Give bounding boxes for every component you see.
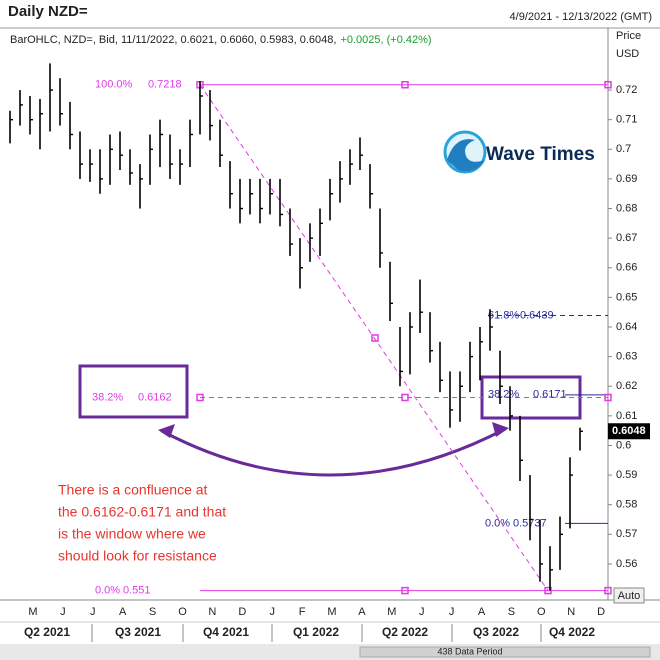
quarter-label: Q3 2022 [473, 625, 519, 639]
y-tick-label: 0.66 [616, 262, 637, 274]
fib-handle [604, 586, 612, 595]
month-label: A [358, 606, 366, 618]
logo: Wave Times [443, 130, 595, 174]
annotation-line: the 0.6162-0.6171 and that [58, 504, 226, 520]
month-label: J [449, 606, 455, 618]
month-label: M [387, 606, 396, 618]
quarter-label: Q2 2022 [382, 625, 428, 639]
y-tick-label: 0.56 [616, 558, 637, 570]
month-label: M [327, 606, 336, 618]
month-label: J [60, 606, 66, 618]
y-tick-label: 0.72 [616, 84, 637, 96]
fib-percent: 38.2% [92, 391, 123, 403]
fib-value: 0.6171 [533, 389, 567, 401]
month-label: S [149, 606, 156, 618]
fib-handle [604, 393, 612, 402]
y-tick-label: 0.6 [616, 439, 631, 451]
date-range: 4/9/2021 - 12/13/2022 (GMT) [510, 11, 652, 23]
chart-title: Daily NZD= [8, 3, 88, 20]
month-label: O [178, 606, 187, 618]
fib-handle [371, 334, 379, 342]
quarter-label: Q2 2021 [24, 625, 70, 639]
fib-handle [401, 393, 409, 402]
month-label: D [238, 606, 246, 618]
month-label: J [419, 606, 425, 618]
legend-values: BarOHLC, NZD=, Bid, 11/11/2022, 0.6021, … [10, 34, 336, 46]
logo-wave [447, 139, 485, 172]
axis-title: Price [616, 30, 641, 42]
month-label: J [90, 606, 96, 618]
fib-value: 0.7218 [148, 79, 182, 91]
month-label: N [208, 606, 216, 618]
arrow [161, 427, 506, 477]
y-tick-label: 0.68 [616, 202, 637, 214]
fib-handle [544, 586, 552, 595]
fib-handle [401, 80, 409, 89]
y-tick-label: 0.7 [616, 143, 631, 155]
fib-handle [401, 586, 409, 595]
period-label: 438 Data Period [437, 646, 502, 656]
month-label: M [28, 606, 37, 618]
last-price: 0.6048 [612, 425, 646, 437]
y-tick-label: 0.57 [616, 528, 637, 540]
auto-button[interactable] [613, 587, 645, 604]
fib-percent: 61.8% [488, 309, 519, 321]
month-label: D [597, 606, 605, 618]
quarter-label: Q1 2022 [293, 625, 339, 639]
month-label: N [567, 606, 575, 618]
fib-handle [604, 80, 612, 89]
y-tick-label: 0.71 [616, 114, 637, 126]
y-tick-label: 0.65 [616, 291, 637, 303]
arrow-head [492, 422, 509, 437]
annotation: There is a confluence at the 0.6162-0.617… [58, 482, 226, 564]
period-slider[interactable] [359, 646, 651, 658]
month-label: O [537, 606, 546, 618]
auto-label: Auto [618, 590, 641, 602]
y-tick-label: 0.69 [616, 173, 637, 185]
legend: BarOHLC, NZD=, Bid, 11/11/2022, 0.6021, … [10, 34, 432, 46]
month-label: S [508, 606, 515, 618]
y-tick-label: 0.62 [616, 380, 637, 392]
y-tick-label: 0.63 [616, 351, 637, 363]
fib-percent: 0.0% [485, 517, 510, 529]
month-label: A [478, 606, 486, 618]
fib-value: 0.6439 [520, 309, 554, 321]
quarter-label: Q4 2021 [203, 625, 249, 639]
annotation-line: should look for resistance [58, 548, 217, 564]
y-tick-label: 0.64 [616, 321, 637, 333]
y-tick-label: 0.61 [616, 410, 637, 422]
fib-percent: 38.2% [488, 389, 519, 401]
fib-percent: 100.0% [95, 79, 133, 91]
arrow-head [158, 424, 175, 438]
fib-handle [196, 393, 204, 402]
fib-value: 0.6162 [138, 391, 172, 403]
y-tick-label: 0.58 [616, 499, 637, 511]
last-price-box [608, 423, 650, 440]
legend-change: +0.0025, (+0.42%) [340, 34, 431, 46]
quarter-label: Q4 2022 [549, 625, 595, 639]
month-label: J [269, 606, 275, 618]
quarter-label: Q3 2021 [115, 625, 161, 639]
month-label: F [299, 606, 306, 618]
y-tick-label: 0.59 [616, 469, 637, 481]
highlight-box [78, 364, 189, 419]
month-label: A [119, 606, 127, 618]
fib-value: 0.551 [123, 585, 151, 597]
y-tick-label: 0.67 [616, 232, 637, 244]
annotation-line: There is a confluence at [58, 482, 208, 498]
axis-unit: USD [616, 48, 639, 60]
annotation-line: is the window where we [58, 526, 206, 542]
fib-trend [199, 84, 549, 591]
fib-percent: 0.0% [95, 585, 120, 597]
logo-text: Wave Times [486, 144, 595, 165]
